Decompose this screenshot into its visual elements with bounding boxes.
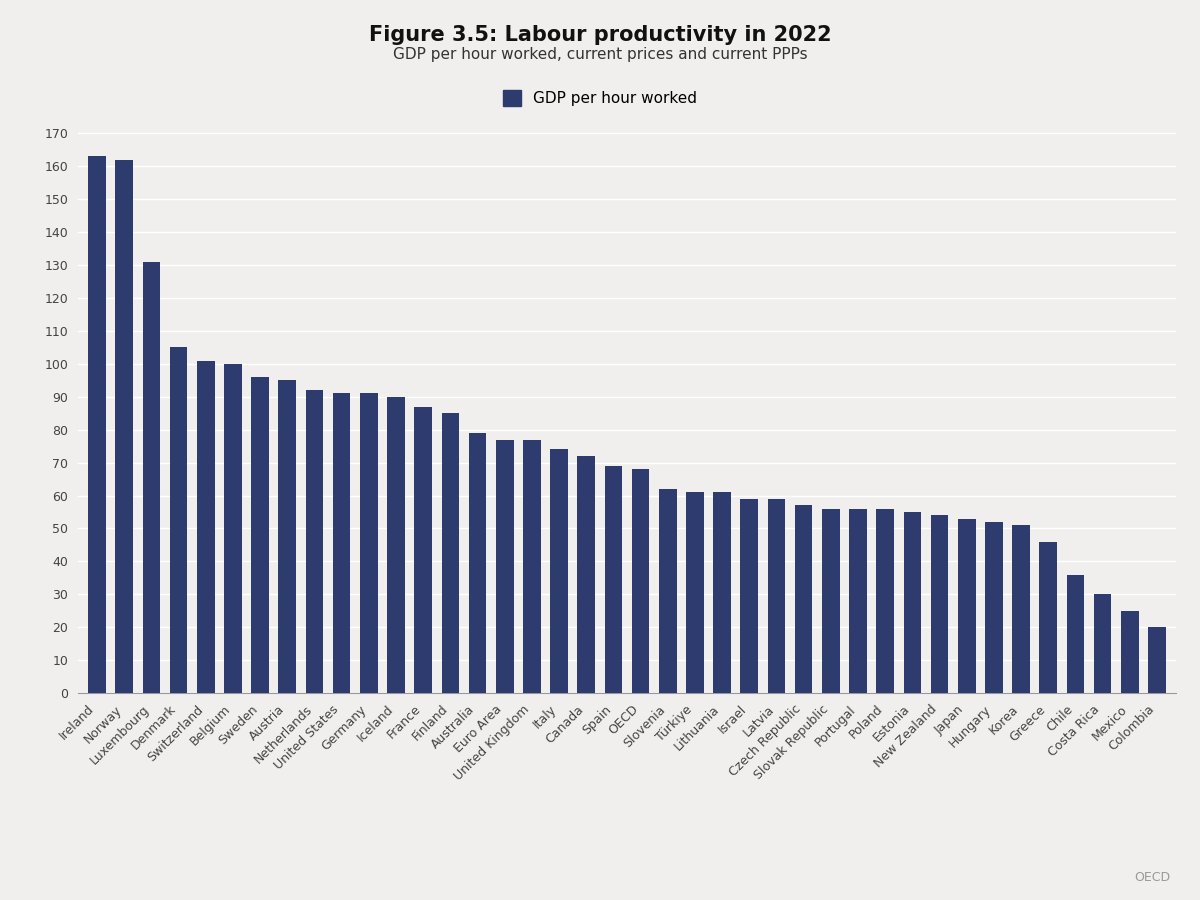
Bar [551,449,568,693]
Bar [659,489,677,693]
Bar [1093,594,1111,693]
Bar [1121,611,1139,693]
Bar [523,439,541,693]
Bar [1067,574,1085,693]
Bar [1013,525,1030,693]
Bar [768,499,785,693]
Bar [115,160,133,693]
Bar [605,466,623,693]
Bar [496,439,514,693]
Bar [577,456,595,693]
Bar [197,361,215,693]
Bar [143,262,161,693]
Bar [442,413,460,693]
Bar [169,347,187,693]
Bar [224,364,241,693]
Bar [388,397,404,693]
Bar [931,516,948,693]
Legend: GDP per hour worked: GDP per hour worked [497,84,703,112]
Text: OECD: OECD [1134,871,1170,884]
Text: GDP per hour worked, current prices and current PPPs: GDP per hour worked, current prices and … [392,47,808,62]
Bar [360,393,378,693]
Bar [794,506,812,693]
Bar [278,381,296,693]
Bar [251,377,269,693]
Bar [88,157,106,693]
Bar [876,508,894,693]
Bar [822,508,840,693]
Bar [713,492,731,693]
Bar [904,512,922,693]
Bar [686,492,703,693]
Bar [332,393,350,693]
Bar [1148,627,1166,693]
Bar [740,499,758,693]
Bar [850,508,866,693]
Bar [958,518,976,693]
Bar [1039,542,1057,693]
Bar [306,391,323,693]
Bar [414,407,432,693]
Bar [631,469,649,693]
Bar [469,433,486,693]
Text: Figure 3.5: Labour productivity in 2022: Figure 3.5: Labour productivity in 2022 [368,25,832,45]
Bar [985,522,1003,693]
